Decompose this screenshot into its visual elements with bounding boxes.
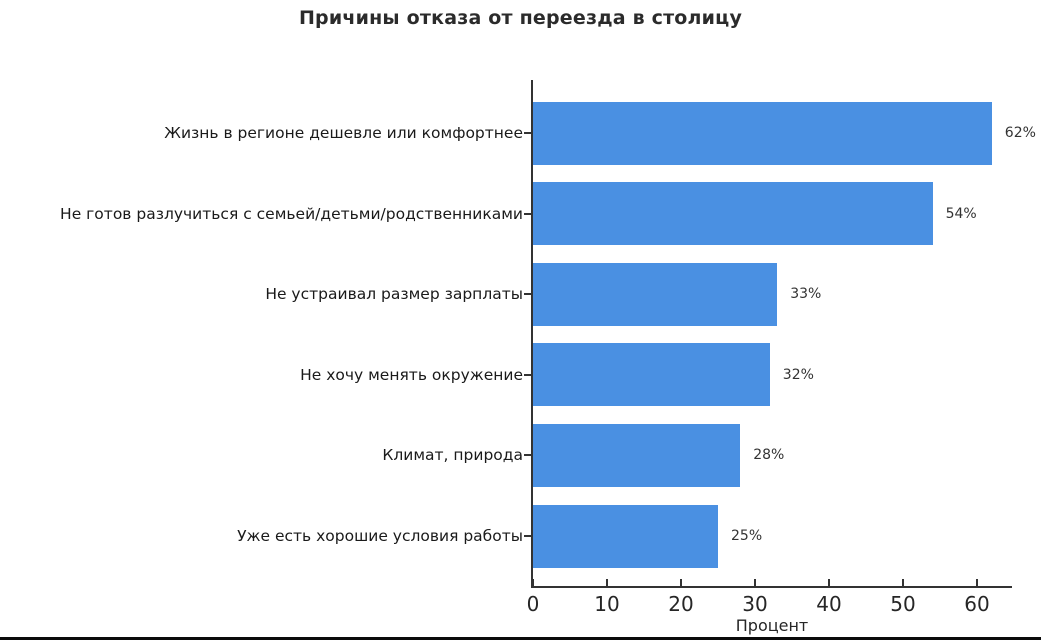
bar	[533, 101, 992, 165]
category-label: Не устраивал размер зарплаты	[265, 285, 523, 304]
bar-value-label: 25%	[731, 528, 763, 544]
y-tick	[524, 373, 531, 376]
x-tick	[976, 579, 978, 586]
category-label: Жизнь в регионе дешевле или комфортнее	[164, 124, 523, 142]
x-tick-label: 60	[964, 592, 990, 616]
y-tick	[524, 212, 531, 215]
x-axis-spine	[531, 586, 1012, 588]
y-axis-spine	[531, 80, 533, 588]
bar	[533, 343, 770, 407]
x-axis-label: Процент	[735, 616, 809, 635]
chart-title: Причины отказа от переезда в столицу	[298, 7, 743, 29]
x-tick	[828, 579, 830, 586]
category-label: Не готов разлучиться с семьей/детьми/род…	[60, 204, 523, 223]
bar	[533, 182, 933, 246]
bar	[533, 423, 741, 487]
x-tick	[754, 579, 756, 586]
x-tick	[532, 579, 534, 586]
bar-value-label: 54%	[945, 205, 977, 222]
x-tick-label: 20	[668, 592, 694, 616]
category-label: Уже есть хорошие условия работы	[237, 527, 523, 545]
y-tick	[524, 454, 531, 457]
x-tick-label: 50	[890, 592, 916, 616]
bottom-border-line	[0, 637, 1041, 640]
x-tick-label: 30	[742, 592, 768, 616]
x-tick-label: 40	[816, 592, 842, 616]
x-tick-label: 0	[526, 592, 540, 616]
bar-value-label: 33%	[790, 286, 822, 303]
bar-value-label: 32%	[782, 366, 814, 383]
bar	[533, 262, 778, 326]
bar-value-label: 28%	[753, 447, 785, 464]
x-tick	[902, 579, 904, 586]
bar-value-label: 62%	[1004, 125, 1036, 141]
y-tick	[524, 535, 531, 537]
category-label: Не хочу менять окружение	[300, 365, 523, 384]
x-tick	[680, 579, 682, 586]
y-tick	[524, 293, 531, 296]
x-tick-label: 10	[594, 592, 620, 616]
bar	[533, 504, 718, 568]
x-tick	[606, 579, 608, 586]
y-tick	[524, 132, 531, 134]
category-label: Климат, природа	[382, 446, 523, 465]
